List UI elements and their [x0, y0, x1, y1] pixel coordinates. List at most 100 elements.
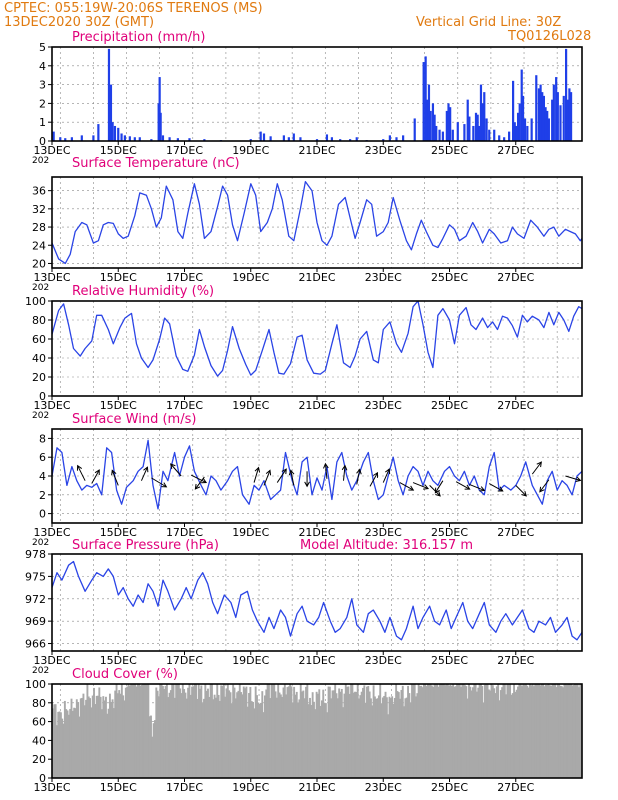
cloud-bar [381, 697, 384, 778]
cloud-bar [445, 684, 448, 778]
precip-bar [339, 139, 342, 141]
precip-bar [472, 125, 475, 141]
wind-arrow-shaft [194, 476, 205, 490]
cloud-bar [281, 696, 284, 778]
x-tick-label: 21DEC [298, 781, 335, 794]
cloud-bar [270, 684, 273, 778]
cloud-bar [224, 696, 227, 778]
y-tick-label: 978 [25, 548, 46, 561]
wind-arrow-head [479, 486, 486, 492]
plot-area [52, 48, 573, 141]
cloud-bar [103, 700, 106, 778]
wind-arrow [263, 469, 272, 486]
cloud-bar [83, 705, 86, 778]
cloud-bar [126, 686, 129, 778]
cloud-bar [159, 684, 162, 778]
x-tick-label: 25DEC [431, 781, 468, 794]
cloud-bar [233, 687, 236, 778]
cloud-bar [135, 686, 138, 778]
y-tick-label: 6 [39, 451, 46, 464]
cloud-bar [358, 698, 360, 778]
cloud-bar [218, 700, 221, 778]
cloud-bar [470, 690, 473, 778]
precip-bar [479, 84, 483, 141]
cloud-bar [232, 684, 235, 778]
wind-arrow-head [94, 469, 100, 476]
cloud-bar [468, 684, 470, 778]
cloud-bar [367, 685, 370, 778]
wind-arrow [382, 468, 391, 483]
cloud-bar [567, 684, 570, 778]
cloud-bar [417, 684, 420, 778]
cloud-bar [61, 718, 64, 778]
cloud-bar [396, 691, 399, 778]
cloud-bar [469, 686, 472, 778]
cloud-bar [78, 716, 81, 778]
precip-bar [422, 62, 425, 141]
x-tick-label: 21DEC [298, 526, 335, 539]
cloud-bar [214, 697, 217, 778]
cloud-bar [271, 684, 274, 778]
wind-arrow [253, 466, 261, 483]
cloud-bar [294, 694, 297, 778]
cloud-bar [498, 700, 501, 778]
cloud-bar [336, 698, 339, 778]
cloud-bar [107, 708, 110, 778]
precip-bar [493, 129, 496, 141]
cloud-bar [164, 686, 167, 778]
cloud-bar [105, 696, 107, 778]
wind-arrow-shaft [469, 483, 485, 491]
cloud-bar [401, 685, 404, 778]
cloud-bar [548, 685, 551, 778]
cloud-bar [514, 691, 517, 778]
cloud-bar [211, 684, 213, 778]
cloud-bar [542, 684, 545, 778]
cloud-bar [203, 698, 205, 778]
cloud-bar [432, 686, 435, 778]
wind-arrow-head [170, 463, 176, 469]
cloud-bar [413, 684, 416, 778]
x-tick-label: 15DEC [100, 144, 137, 157]
panel-4: 0 2 4 6 8 13DEC 15DEC 17DEC 19DEC 21DEC 23DEC 25DEC… [32, 412, 583, 548]
cloud-bar [440, 684, 443, 778]
cloud-bar [93, 687, 95, 778]
cloud-bar [461, 684, 464, 778]
cloud-bar [403, 706, 406, 778]
cloud-bar [491, 685, 494, 778]
precip-bar [451, 129, 454, 141]
cloud-bar [513, 684, 515, 778]
cloud-bar [370, 698, 372, 778]
cloud-bar [322, 689, 325, 778]
x-tick-label: 15DEC [100, 526, 137, 539]
cloud-bar [200, 685, 203, 778]
wind-arrow [91, 469, 100, 484]
cloud-bar [534, 684, 537, 778]
cloud-bar [423, 684, 425, 778]
cloud-bar [400, 689, 403, 778]
y-tick-label: 60 [32, 333, 46, 346]
wind-arrow [288, 469, 295, 486]
cloud-bar [379, 684, 382, 778]
cloud-bar [346, 686, 349, 778]
precip-bar [441, 131, 444, 141]
wind-arrow [565, 475, 582, 483]
wind-arrow-head [265, 469, 272, 476]
cloud-bar [339, 691, 342, 778]
wind-arrow-shaft [399, 482, 414, 491]
cloud-bar [389, 698, 392, 778]
cloud-bar [446, 684, 449, 778]
precip-bar [468, 116, 471, 141]
precip-bar [427, 84, 431, 141]
y-tick-label: 40 [32, 734, 46, 747]
x-tick-label: 15DEC [100, 271, 137, 284]
precip-bar [551, 99, 554, 141]
cloud-bar [409, 702, 412, 778]
cloud-bar [91, 695, 94, 778]
precip-bar [512, 80, 515, 141]
x-tick-label: 19DEC [232, 654, 269, 667]
y-tick-label: 4 [39, 60, 46, 73]
wind-arrow [194, 476, 205, 490]
cloud-bar [236, 692, 239, 778]
cloud-bar [393, 697, 396, 778]
cloud-bar [323, 702, 326, 778]
